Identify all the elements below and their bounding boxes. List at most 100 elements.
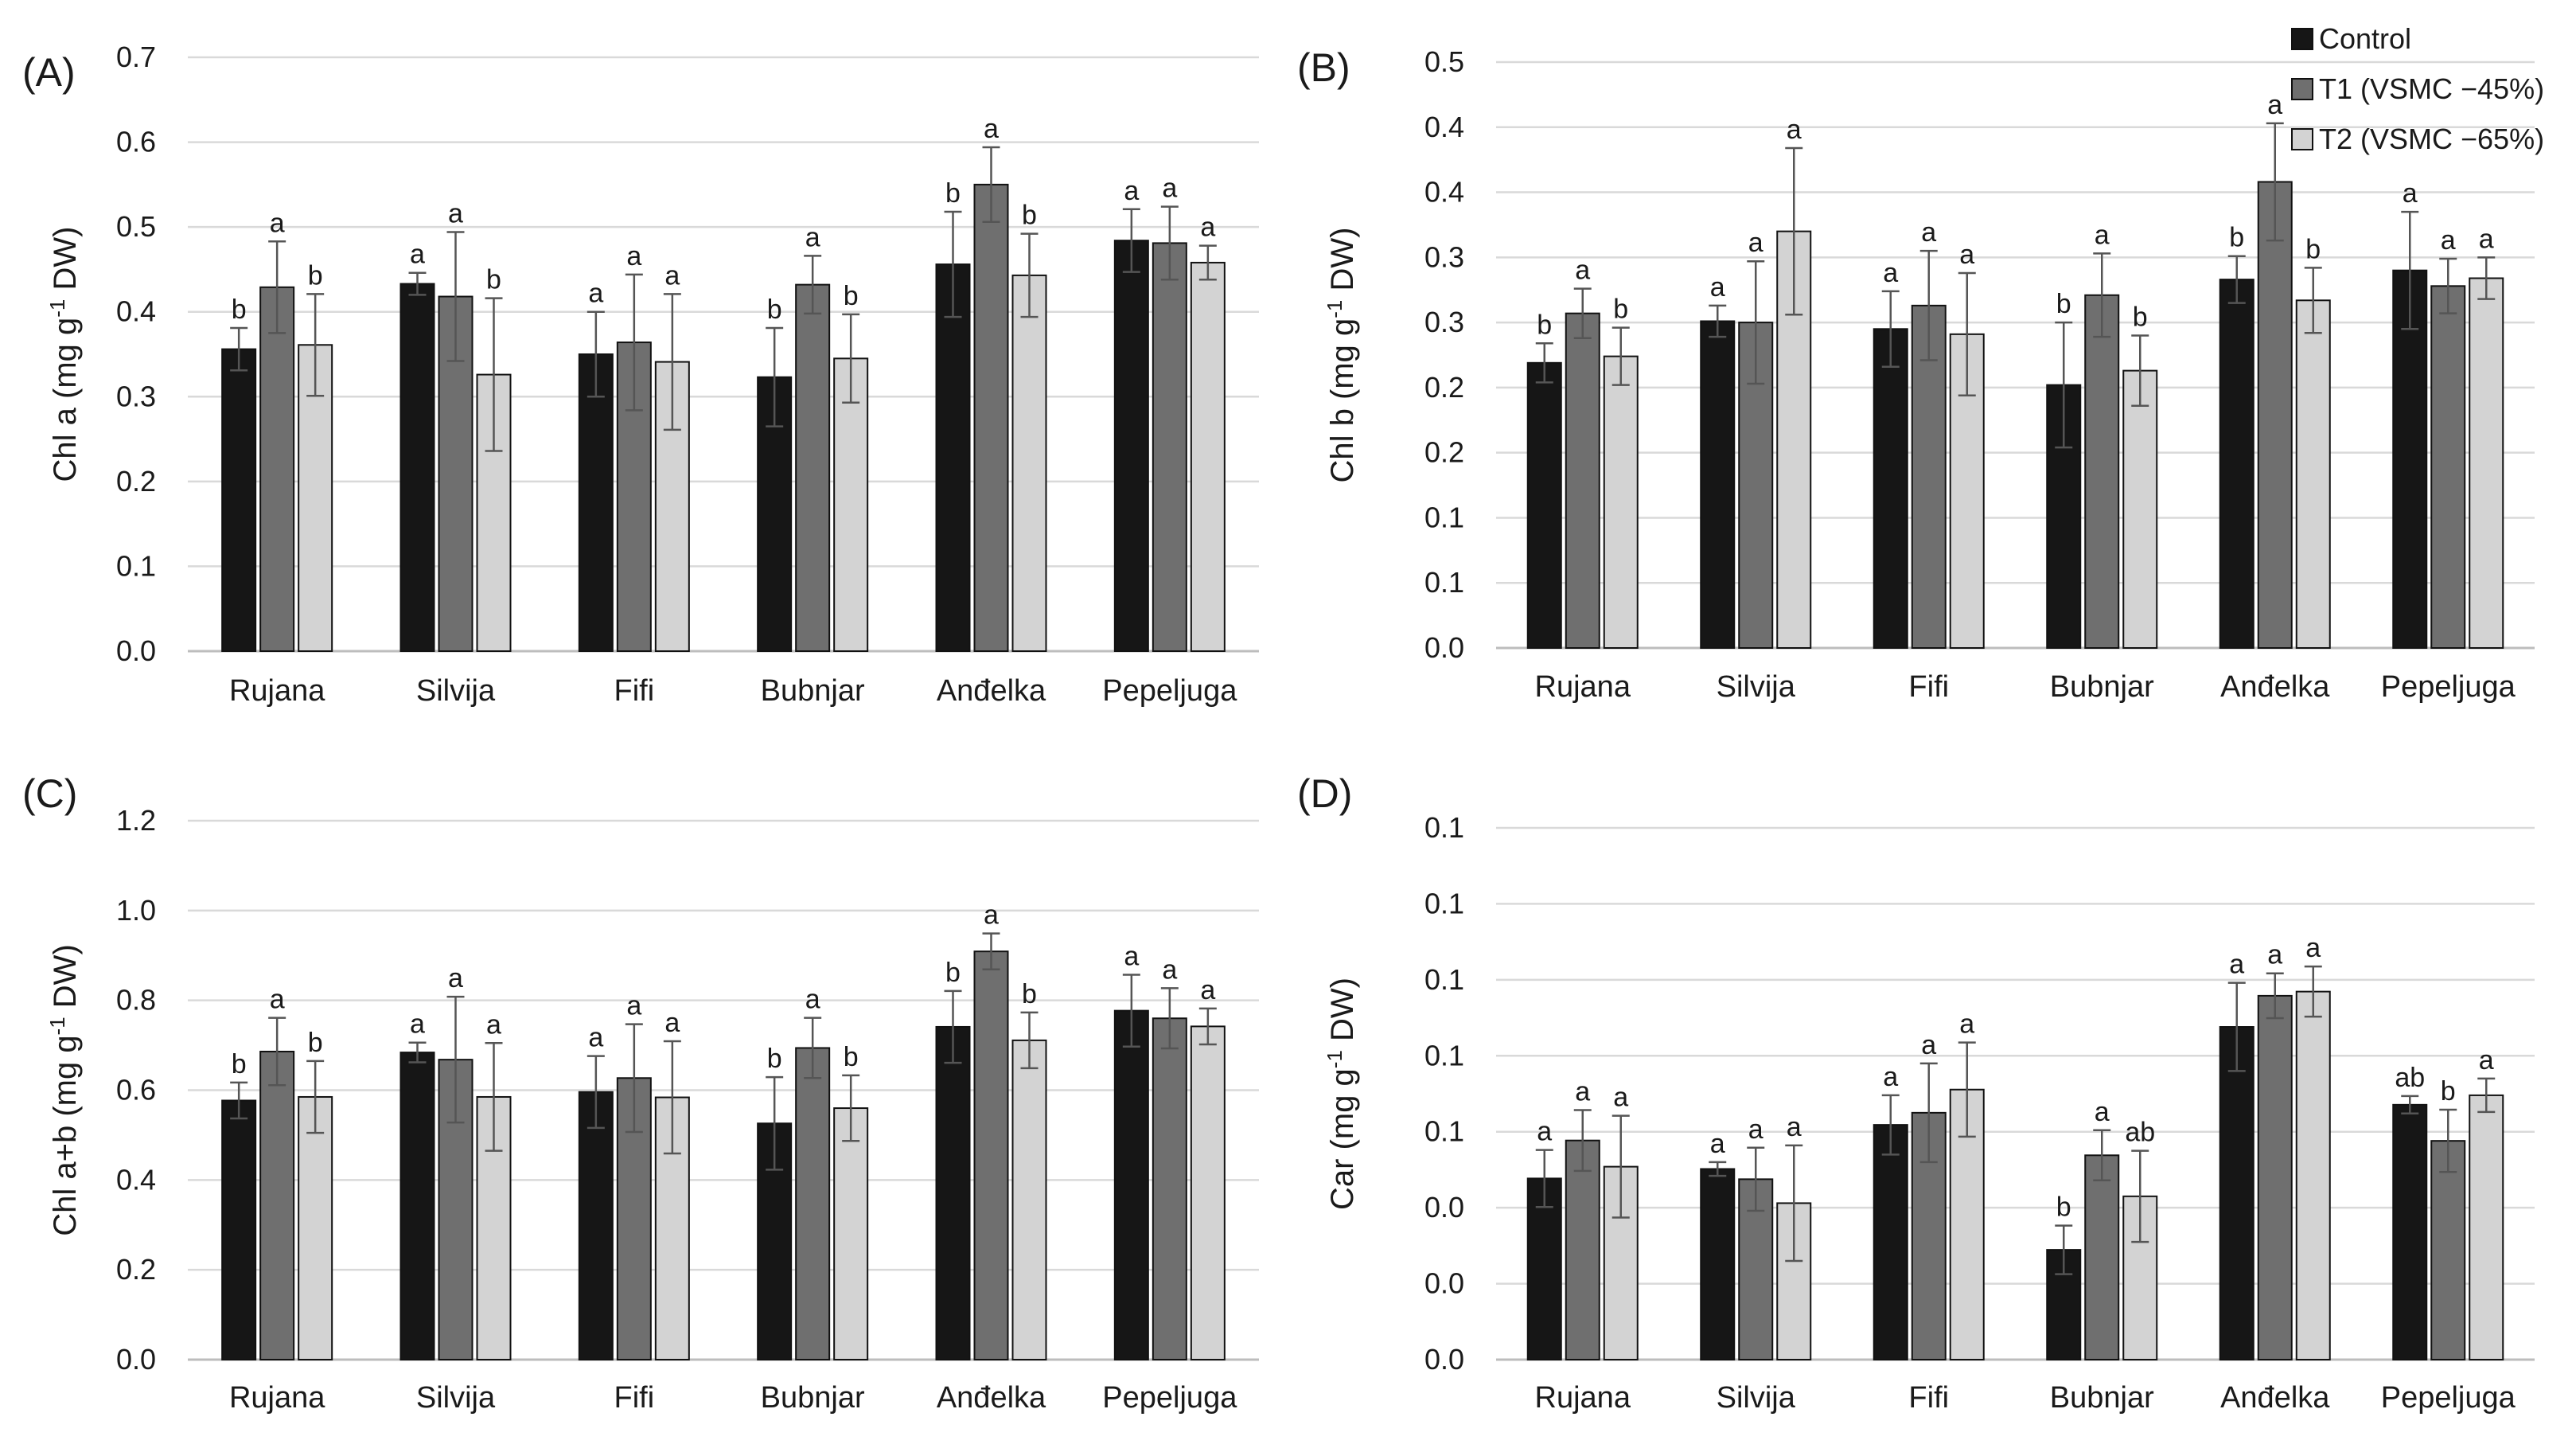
- y-axis-label: Car (mg g-1 DW): [1323, 978, 1360, 1210]
- bar-t1: [973, 950, 1009, 1360]
- significance-letter: a: [2403, 178, 2418, 209]
- significance-letter: a: [1883, 258, 1898, 288]
- significance-letter: a: [448, 963, 463, 993]
- significance-letter: a: [1959, 240, 1974, 270]
- bar-t1: [973, 183, 1009, 653]
- panel-label: (C): [22, 771, 77, 816]
- y-tick-label: 0.1: [1424, 887, 1464, 919]
- y-tick-label: 1.2: [116, 804, 156, 837]
- significance-letter: b: [2441, 1076, 2456, 1106]
- bar-control: [1526, 361, 1562, 649]
- y-tick-label: 0.2: [116, 1253, 156, 1286]
- bar-t1: [795, 1047, 831, 1361]
- significance-letter: a: [410, 1009, 425, 1040]
- significance-letter: a: [1124, 942, 1139, 972]
- y-tick-label: 0.1: [1424, 566, 1464, 599]
- significance-letter: b: [767, 1044, 782, 1074]
- category-label: Fifi: [1908, 670, 1949, 704]
- significance-letter: b: [1537, 310, 1552, 340]
- y-tick-label: 0.8: [116, 984, 156, 1017]
- significance-letter: b: [232, 1049, 247, 1079]
- bar-t1: [2257, 994, 2293, 1360]
- bar-t2: [2122, 369, 2158, 649]
- bar-control: [399, 283, 435, 652]
- significance-letter: b: [945, 178, 961, 209]
- significance-letter: b: [844, 281, 859, 311]
- significance-letter: ab: [2395, 1063, 2425, 1093]
- y-tick-label: 0.2: [116, 465, 156, 498]
- bar-t1: [2084, 1154, 2120, 1360]
- y-tick-label: 0.4: [1424, 111, 1464, 143]
- bar-t1: [1911, 304, 1947, 649]
- category-label: Bubnjar: [2050, 1381, 2154, 1415]
- significance-letter: a: [2229, 950, 2244, 980]
- y-axis-label: Chl a+b (mg g-1 DW): [45, 944, 83, 1236]
- bar-t2: [2469, 277, 2504, 649]
- category-label: Pepeljuga: [2381, 670, 2516, 704]
- significance-letter: a: [1787, 115, 1802, 145]
- bar-control: [578, 1091, 614, 1361]
- significance-letter: a: [1710, 1129, 1725, 1159]
- significance-letter: a: [2479, 224, 2494, 254]
- category-label: Bubnjar: [761, 674, 865, 708]
- significance-letter: a: [2305, 933, 2321, 963]
- significance-letter: a: [626, 241, 641, 271]
- bar-t1: [2430, 285, 2466, 649]
- significance-letter: b: [486, 265, 501, 295]
- significance-letter: a: [984, 900, 999, 931]
- y-tick-label: 0.0: [1424, 1267, 1464, 1300]
- significance-letter: a: [410, 240, 425, 270]
- y-tick-label: 0.4: [116, 1163, 156, 1196]
- significance-letter: a: [2441, 225, 2456, 256]
- bar-t2: [833, 357, 869, 652]
- significance-letter: a: [805, 985, 820, 1015]
- significance-letter: a: [1959, 1009, 1974, 1040]
- category-label: Silvija: [1717, 1381, 1796, 1415]
- bar-t2: [1190, 261, 1226, 652]
- panel-label: (B): [1297, 45, 1350, 90]
- bar-control: [2219, 279, 2254, 649]
- significance-letter: b: [2305, 234, 2321, 264]
- significance-letter: a: [270, 208, 285, 238]
- bar-control: [1700, 1168, 1736, 1360]
- bar-control: [1526, 1177, 1562, 1360]
- legend-swatch-t2: [2291, 128, 2313, 150]
- bar-control: [935, 263, 971, 652]
- bar-control: [2392, 269, 2428, 649]
- y-tick-label: 0.3: [1424, 306, 1464, 338]
- significance-letter: b: [2056, 289, 2071, 319]
- y-tick-label: 0.5: [116, 210, 156, 243]
- category-label: Silvija: [416, 674, 496, 708]
- significance-letter: a: [1748, 1114, 1763, 1145]
- significance-letter: b: [308, 1028, 323, 1058]
- bar-t1: [1152, 242, 1187, 652]
- bar-t1: [2430, 1140, 2466, 1361]
- significance-letter: a: [2095, 1097, 2110, 1127]
- significance-letter: a: [664, 1008, 680, 1038]
- significance-letter: ab: [2125, 1118, 2155, 1148]
- y-tick-label: 0.1: [1424, 501, 1464, 533]
- bar-t2: [2295, 990, 2331, 1360]
- y-tick-label: 0.1: [116, 549, 156, 582]
- significance-letter: a: [664, 260, 680, 291]
- significance-letter: b: [2133, 302, 2148, 332]
- significance-letter: a: [1921, 217, 1936, 248]
- bar-control: [1873, 328, 1908, 649]
- category-label: Anđelka: [2220, 670, 2330, 704]
- significance-letter: b: [1022, 201, 1037, 231]
- bar-t2: [2295, 299, 2331, 649]
- bar-control: [935, 1025, 971, 1360]
- significance-letter: a: [486, 1009, 501, 1040]
- legend-label-t1: T1 (VSMC −45%): [2319, 72, 2544, 105]
- significance-letter: a: [1787, 1112, 1802, 1142]
- y-tick-label: 0.2: [1424, 371, 1464, 404]
- bar-t2: [1011, 274, 1047, 652]
- y-tick-label: 0.0: [1424, 631, 1464, 664]
- bar-t1: [2084, 294, 2120, 649]
- legend-label-control: Control: [2319, 22, 2411, 55]
- category-label: Silvija: [1717, 670, 1796, 704]
- y-tick-label: 0.7: [116, 41, 156, 73]
- significance-letter: b: [945, 958, 961, 988]
- bar-t2: [833, 1107, 869, 1360]
- bar-t1: [1152, 1017, 1187, 1360]
